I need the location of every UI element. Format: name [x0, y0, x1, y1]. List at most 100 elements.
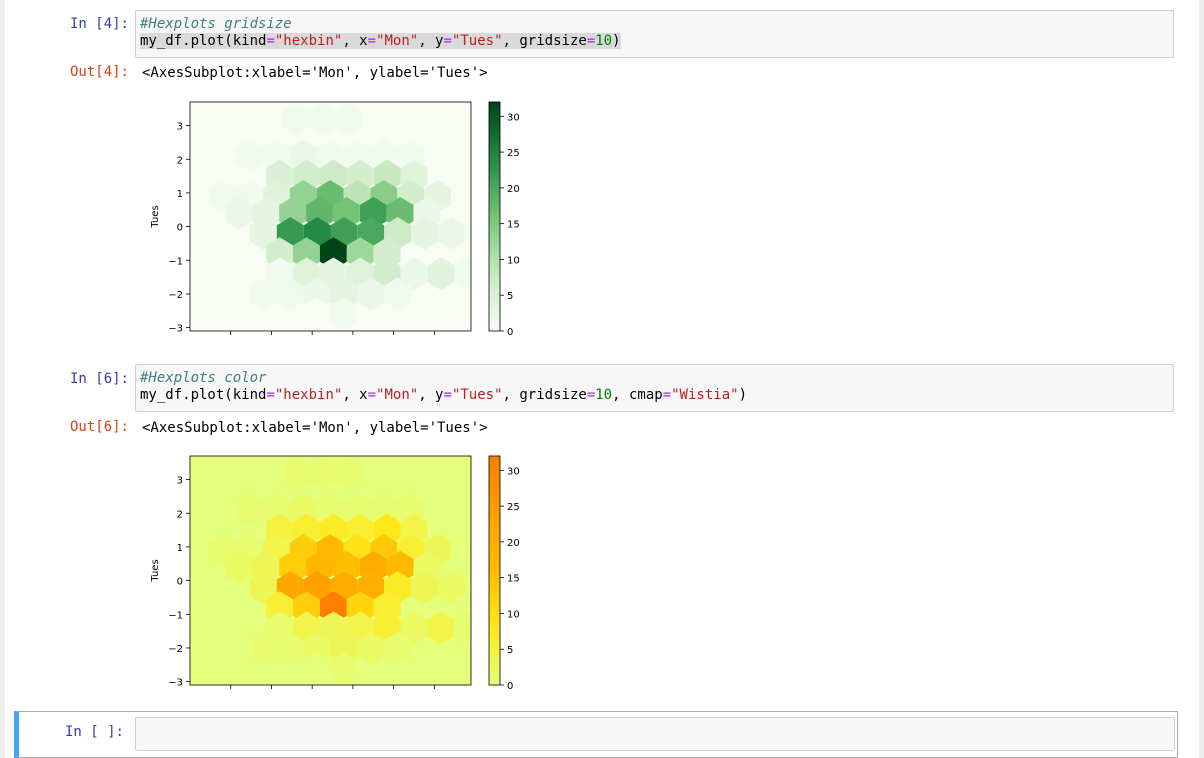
colorbar-tick-label: 5 — [507, 291, 513, 302]
code-input-area[interactable]: #Hexplots color my_df.plot(kind="hexbin"… — [135, 364, 1174, 412]
y-axis-label: Tues — [150, 205, 161, 228]
hex-layer — [209, 102, 471, 331]
colorbar-tick-label: 20 — [507, 184, 520, 195]
y-tick-label: −1 — [168, 256, 183, 267]
code-string: "Mon" — [376, 33, 419, 49]
y-tick-label: 1 — [177, 543, 183, 554]
output-text: <AxesSubplot:xlabel='Mon', ylabel='Tues'… — [142, 65, 488, 81]
hexbin-cell — [276, 277, 304, 311]
code-operator: = — [266, 387, 275, 403]
colorbar-tick-label: 0 — [507, 327, 513, 338]
code-token: , cmap — [612, 387, 663, 403]
y-tick-label: 0 — [177, 577, 183, 588]
y-tick-label: −1 — [168, 610, 183, 621]
hexbin-cell — [276, 631, 304, 665]
y-tick-label: −3 — [168, 324, 183, 335]
code-token: , gridsize — [502, 33, 587, 49]
y-axis-label: Tues — [150, 559, 161, 582]
hexbin-cell — [249, 277, 277, 311]
hexbin-cell — [209, 493, 236, 527]
hexbin-cell — [302, 297, 330, 331]
input-prompt: In [ ]: — [64, 724, 124, 740]
hexbin-cell — [400, 611, 428, 644]
hexbin-cell — [454, 611, 471, 644]
code-operator: = — [586, 387, 596, 403]
hexbin-cell — [209, 139, 236, 173]
code-token: , gridsize — [502, 387, 587, 403]
hexbin-cell — [282, 102, 310, 136]
colorbar-tick-label: 25 — [507, 148, 520, 159]
notebook-container: In [4]: #Hexplots gridsize my_df.plot(ki… — [5, 0, 1199, 758]
code-token: , x — [342, 387, 368, 403]
code-token: , x — [342, 33, 368, 49]
hexbin-cell — [336, 456, 363, 490]
code-number: 10 — [595, 387, 613, 403]
output-prompt: Out[4]: — [69, 64, 129, 80]
y-tick-label: −2 — [168, 644, 183, 655]
input-prompt: In [4]: — [69, 16, 129, 32]
code-token: , y — [418, 387, 444, 403]
y-tick-label: 2 — [177, 155, 183, 166]
code-string: "hexbin" — [274, 387, 343, 403]
colorbar-tick-label: 10 — [507, 255, 520, 266]
code-comment: #Hexplots color — [140, 370, 267, 386]
y-tick-label: 3 — [177, 122, 183, 133]
colorbar-tick-label: 15 — [507, 574, 520, 585]
code-operator: = — [266, 33, 275, 49]
y-tick-label: 3 — [177, 476, 183, 487]
y-tick-label: 0 — [177, 223, 183, 234]
hexbin-cell — [309, 456, 337, 490]
code-operator: = — [367, 387, 377, 403]
colorbar-tick-label: 20 — [507, 538, 520, 549]
code-token: ) — [738, 387, 747, 403]
axes-frame — [189, 455, 472, 686]
code-operator: = — [586, 33, 596, 49]
code-token: ) — [612, 33, 621, 49]
output-prompt: Out[6]: — [69, 419, 129, 435]
hexbin-cell — [400, 257, 428, 290]
hexbin-cell — [411, 217, 438, 250]
hexbin-plot-greens: 3 2 1 0 −1 −2 −3 Tues 30 25 20 15 10 5 0 — [140, 96, 530, 341]
code-string: "hexbin" — [274, 33, 343, 49]
hex-layer — [209, 456, 471, 685]
code-operator: = — [367, 33, 377, 49]
code-string: "Tues" — [451, 33, 503, 49]
colorbar-tick-label: 0 — [507, 681, 513, 692]
hexbin-cell — [302, 651, 330, 685]
active-code-cell[interactable]: In [ ]: — [14, 711, 1178, 758]
colorbar-tick-label: 25 — [507, 502, 520, 513]
code-number: 10 — [595, 33, 613, 49]
y-tick-label: 1 — [177, 189, 183, 200]
hexbin-cell — [329, 651, 357, 685]
hexbin-cell — [427, 611, 455, 644]
hexbin-cell — [438, 217, 465, 250]
colorbar-tick-label: 15 — [507, 220, 520, 231]
code-string: "Wistia" — [671, 387, 739, 403]
hexbin-cell — [236, 493, 263, 527]
code-selection: my_df.plot(kind="hexbin", x="Mon", y="Tu… — [140, 33, 621, 49]
hexbin-cell — [236, 139, 263, 173]
hexbin-cell — [438, 571, 465, 604]
hexbin-cell — [357, 631, 385, 665]
y-tick-label: 2 — [177, 509, 183, 520]
code-operator: = — [443, 33, 452, 49]
code-editor[interactable]: #Hexplots gridsize my_df.plot(kind="hexb… — [136, 11, 1173, 50]
code-input-area[interactable]: #Hexplots gridsize my_df.plot(kind="hexb… — [135, 10, 1174, 58]
empty-code-input[interactable] — [135, 717, 1175, 751]
code-token: my_df.plot(kind — [140, 387, 267, 403]
axes-frame — [189, 101, 472, 332]
hexbin-cell — [309, 102, 337, 136]
hexbin-plot-wistia: 3 2 1 0 −1 −2 −3 Tues 30 25 20 15 10 5 0 — [140, 450, 530, 695]
colorbar-tick-label: 30 — [507, 112, 520, 123]
hexbin-cell — [384, 277, 412, 311]
colorbar-tick-label: 10 — [507, 609, 520, 620]
hexbin-cell — [249, 217, 277, 250]
output-text: <AxesSubplot:xlabel='Mon', ylabel='Tues'… — [142, 420, 488, 436]
hexbin-cell — [225, 196, 253, 230]
hexbin-cell — [454, 257, 471, 290]
code-editor[interactable]: #Hexplots color my_df.plot(kind="hexbin"… — [136, 365, 1173, 404]
y-tick-label: −3 — [168, 678, 183, 689]
hexbin-cell — [225, 550, 253, 584]
